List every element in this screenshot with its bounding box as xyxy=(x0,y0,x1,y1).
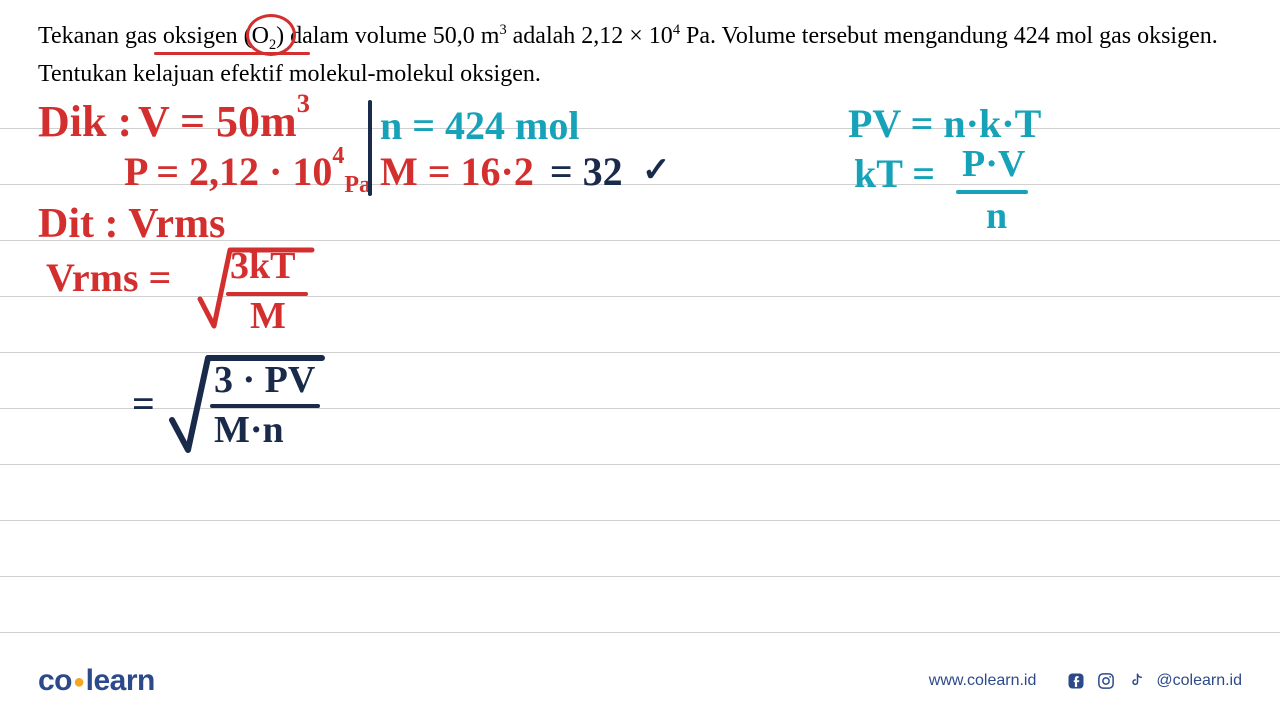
v-sup: 3 xyxy=(297,88,310,118)
p-sup: 4 xyxy=(332,143,344,169)
kt-denominator: n xyxy=(986,194,1007,238)
m-equation: M = 16·2 = 32 xyxy=(380,148,623,195)
pv-equation: PV = n·k·T xyxy=(848,100,1041,147)
footer-url: www.colearn.id xyxy=(929,672,1037,690)
o2-subscript: 2 xyxy=(269,37,276,53)
v-equation: V = 50m3 xyxy=(138,96,310,147)
footer-handle: @colearn.id xyxy=(1156,672,1242,690)
check-icon: ✓ xyxy=(642,150,671,190)
facebook-icon xyxy=(1066,671,1086,691)
gridline xyxy=(0,576,1280,577)
p-equation: P = 2,12 · 104Pa xyxy=(124,148,371,195)
vrms-label: Vrms = xyxy=(46,254,171,301)
gridline xyxy=(0,520,1280,521)
logo-part-a: co xyxy=(38,664,72,697)
problem-text: Tekanan gas oksigen (O2) dalam volume 50… xyxy=(38,18,1242,93)
gridline xyxy=(0,296,1280,297)
problem-part-1: Tekanan gas oksigen ( xyxy=(38,23,252,49)
v-text: V = 50m xyxy=(138,97,297,146)
red-underline xyxy=(154,52,310,55)
dit-label: Dit : Vrms xyxy=(38,200,225,248)
gridline xyxy=(0,464,1280,465)
kt-equation-label: kT = xyxy=(854,150,935,197)
p-text-a: P = 2,12 · 10 xyxy=(124,149,332,194)
logo: co●learn xyxy=(38,664,155,698)
n-equation: n = 424 mol xyxy=(380,102,579,149)
sqrt1-denominator: M xyxy=(250,294,286,338)
footer: co●learn www.colearn.id @colearn.id xyxy=(0,664,1280,698)
o2-letter: O xyxy=(252,23,269,49)
m-text-b: = 32 xyxy=(550,149,623,194)
tiktok-icon xyxy=(1126,671,1146,691)
footer-right: www.colearn.id @colearn.id xyxy=(929,671,1242,691)
sqrt1-numerator: 3kT xyxy=(230,244,295,288)
logo-part-b: learn xyxy=(86,664,155,697)
m3-superscript: 3 xyxy=(499,22,506,38)
instagram-icon xyxy=(1096,671,1116,691)
ten4-superscript: 4 xyxy=(673,22,680,38)
dik-label: Dik : xyxy=(38,96,132,147)
equals-2: = xyxy=(132,380,155,427)
kt-numerator: P·V xyxy=(962,142,1025,186)
sqrt2-denominator: M·n xyxy=(214,408,284,452)
gridline xyxy=(0,632,1280,633)
o2-symbol: O2 xyxy=(252,18,277,56)
m-text-a: M = 16·2 xyxy=(380,149,534,194)
divider-vertical xyxy=(368,100,372,196)
logo-dot-icon: ● xyxy=(73,671,85,693)
sqrt2-numerator: 3 · PV xyxy=(214,358,315,402)
problem-part-3: adalah 2,12 × 10 xyxy=(507,23,673,49)
problem-part-2: ) dalam volume 50,0 m xyxy=(276,23,499,49)
